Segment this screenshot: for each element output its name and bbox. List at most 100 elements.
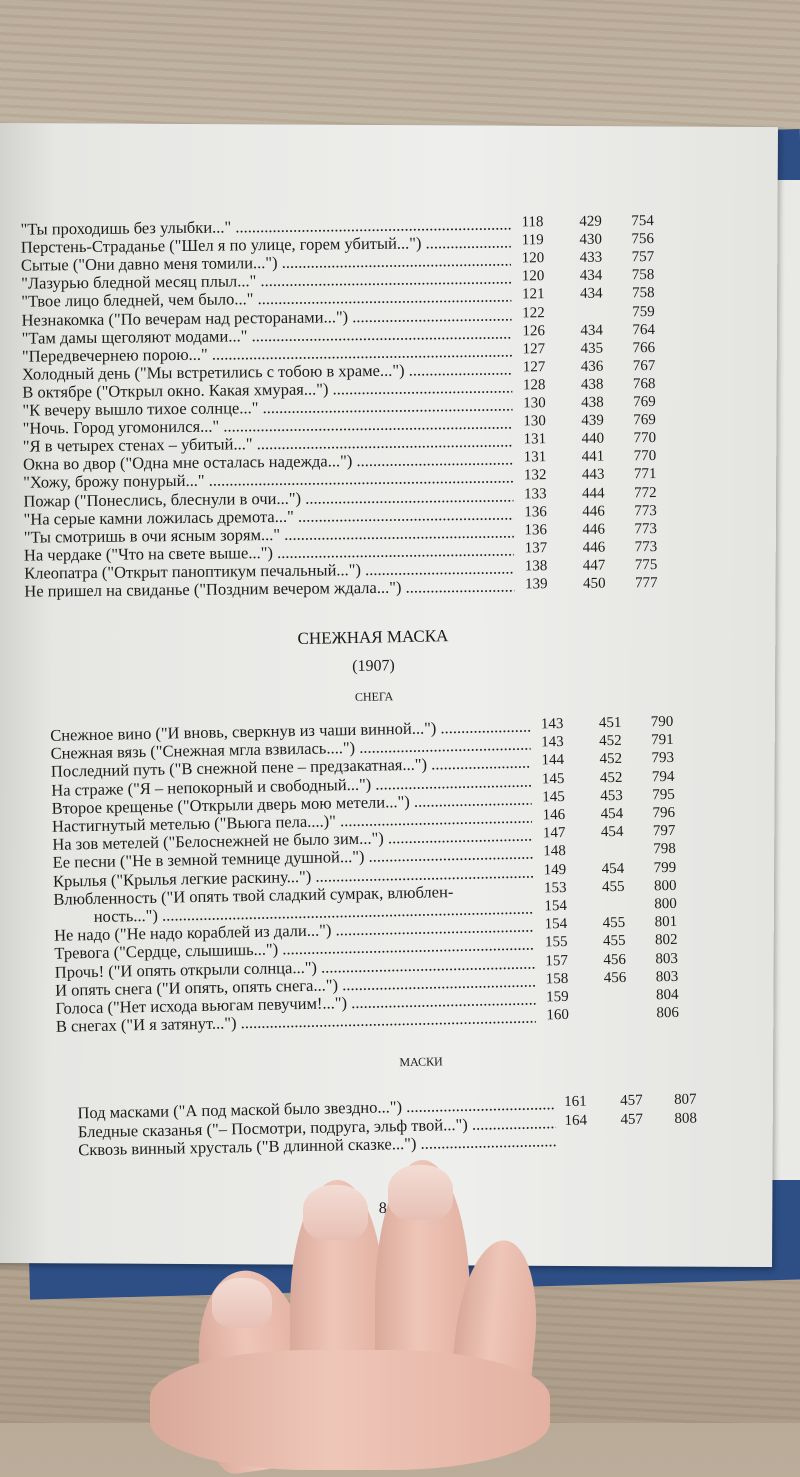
page-text: 130	[514, 395, 554, 412]
page-notes-2: 770	[625, 430, 665, 447]
page-text: 146	[534, 807, 574, 825]
page-notes-1	[612, 1129, 652, 1130]
page-notes-2: 791	[642, 732, 682, 750]
page-text: 119	[513, 232, 553, 249]
page-notes-2: 759	[623, 303, 663, 320]
page-text: 118	[512, 214, 552, 231]
page-notes-1: 444	[573, 485, 613, 502]
page-notes-2: 808	[666, 1110, 706, 1128]
page-text: 136	[516, 522, 556, 539]
page-notes-2: 754	[622, 213, 662, 230]
page-notes-2: 771	[625, 466, 665, 483]
page-text: 145	[533, 770, 573, 788]
page-notes-2: 798	[644, 841, 684, 859]
page-notes-2: 764	[624, 322, 664, 339]
page-notes-1: 434	[571, 268, 611, 285]
page-notes-2: 772	[625, 484, 665, 501]
page-notes-1: 429	[570, 213, 610, 230]
page-notes-2: 796	[644, 805, 684, 823]
page-text: 144	[533, 752, 573, 770]
page-notes-1: 446	[574, 521, 614, 538]
page-notes-2: 777	[626, 575, 666, 592]
page-notes-2: 775	[626, 557, 666, 574]
page-notes-1: 457	[612, 1111, 652, 1129]
book-title: СНЕЖНАЯ МАСКА	[0, 620, 766, 655]
page-notes-1: 430	[571, 232, 611, 249]
page-notes-1: 439	[573, 413, 613, 430]
page-notes-2: 758	[623, 285, 663, 302]
page-notes-2: 794	[643, 768, 683, 786]
page-text: 130	[515, 413, 555, 430]
page-text: 160	[538, 1007, 578, 1025]
page-notes-1	[592, 842, 632, 843]
page-text: 145	[533, 789, 573, 807]
page-notes-1	[595, 988, 635, 989]
page-notes-2: 803	[647, 968, 687, 986]
page-text: 136	[515, 504, 555, 521]
page-notes-1: 456	[595, 951, 635, 969]
page-notes-1	[596, 1006, 636, 1007]
page-notes-1: 453	[591, 787, 631, 805]
page-notes-2: 770	[625, 448, 665, 465]
page-notes-2: 804	[647, 987, 687, 1005]
page-text: 161	[555, 1093, 595, 1111]
page-notes-1: 434	[571, 286, 611, 303]
page-text: 158	[537, 971, 577, 989]
page-notes-2: 797	[644, 823, 684, 841]
entry-title: Не пришел на свиданье ("Поздним вечером …	[24, 577, 514, 602]
section-heading-maski: МАСКИ	[29, 1047, 800, 1077]
page-notes-2: 758	[623, 267, 663, 284]
page-notes-1: 433	[571, 250, 611, 267]
page-text: 133	[515, 486, 555, 503]
page-text: 148	[534, 843, 574, 861]
page-notes-2: 801	[646, 914, 686, 932]
page-notes-1: 456	[595, 969, 635, 987]
page-text: 139	[516, 576, 556, 593]
page-text: 164	[556, 1112, 596, 1130]
page-notes-1: 443	[573, 467, 613, 484]
page-text: 131	[515, 449, 555, 466]
page-notes-2: 773	[625, 503, 665, 520]
page-notes-2: 768	[624, 376, 664, 393]
page-notes-1: 454	[592, 806, 632, 824]
page-notes-1: 434	[572, 322, 612, 339]
page-notes-1: 436	[572, 358, 612, 375]
page-text: 138	[516, 558, 556, 575]
book-page: "Ты проходишь без улыбки..."118429754Пер…	[0, 123, 778, 1267]
page-text: 143	[532, 716, 572, 734]
page-notes-1: 450	[574, 575, 614, 592]
page-notes-1: 452	[590, 733, 630, 751]
page-notes-2: 802	[646, 932, 686, 950]
page-notes-2: 790	[642, 714, 682, 732]
page-notes-2: 803	[646, 950, 686, 968]
page-notes-2: 795	[643, 786, 683, 804]
page-text: 159	[537, 989, 577, 1007]
page-text: 143	[532, 734, 572, 752]
page-notes-1	[593, 897, 633, 898]
snezhnaya-maska-section: СНЕЖНАЯ МАСКА (1907) СНЕГА МАСКИ Снежное…	[0, 620, 775, 635]
page-notes-1: 454	[592, 824, 632, 842]
page-notes-1: 446	[574, 539, 614, 556]
page-notes-2: 769	[625, 412, 665, 429]
page-notes-2: 766	[624, 340, 664, 357]
page-notes-1: 454	[593, 860, 633, 878]
page-text	[556, 1130, 596, 1131]
page-text: 120	[513, 268, 553, 285]
page-notes-1: 447	[574, 557, 614, 574]
page-text: 126	[514, 323, 554, 340]
page-text: 154	[536, 916, 576, 934]
page-notes-1: 438	[572, 394, 612, 411]
page-notes-1: 451	[590, 715, 630, 733]
page-text: 128	[514, 377, 554, 394]
page-notes-2: 773	[626, 521, 666, 538]
page-notes-1: 446	[573, 503, 613, 520]
page-notes-1: 452	[591, 769, 631, 787]
page-notes-2: 773	[626, 539, 666, 556]
page-text: 120	[513, 250, 553, 267]
page-text: 132	[515, 467, 555, 484]
page-text: 155	[536, 934, 576, 952]
page-notes-2: 806	[648, 1005, 688, 1023]
page-notes-2: 800	[645, 877, 685, 895]
page-notes-2: 769	[624, 394, 664, 411]
book-year: (1907)	[0, 650, 766, 683]
